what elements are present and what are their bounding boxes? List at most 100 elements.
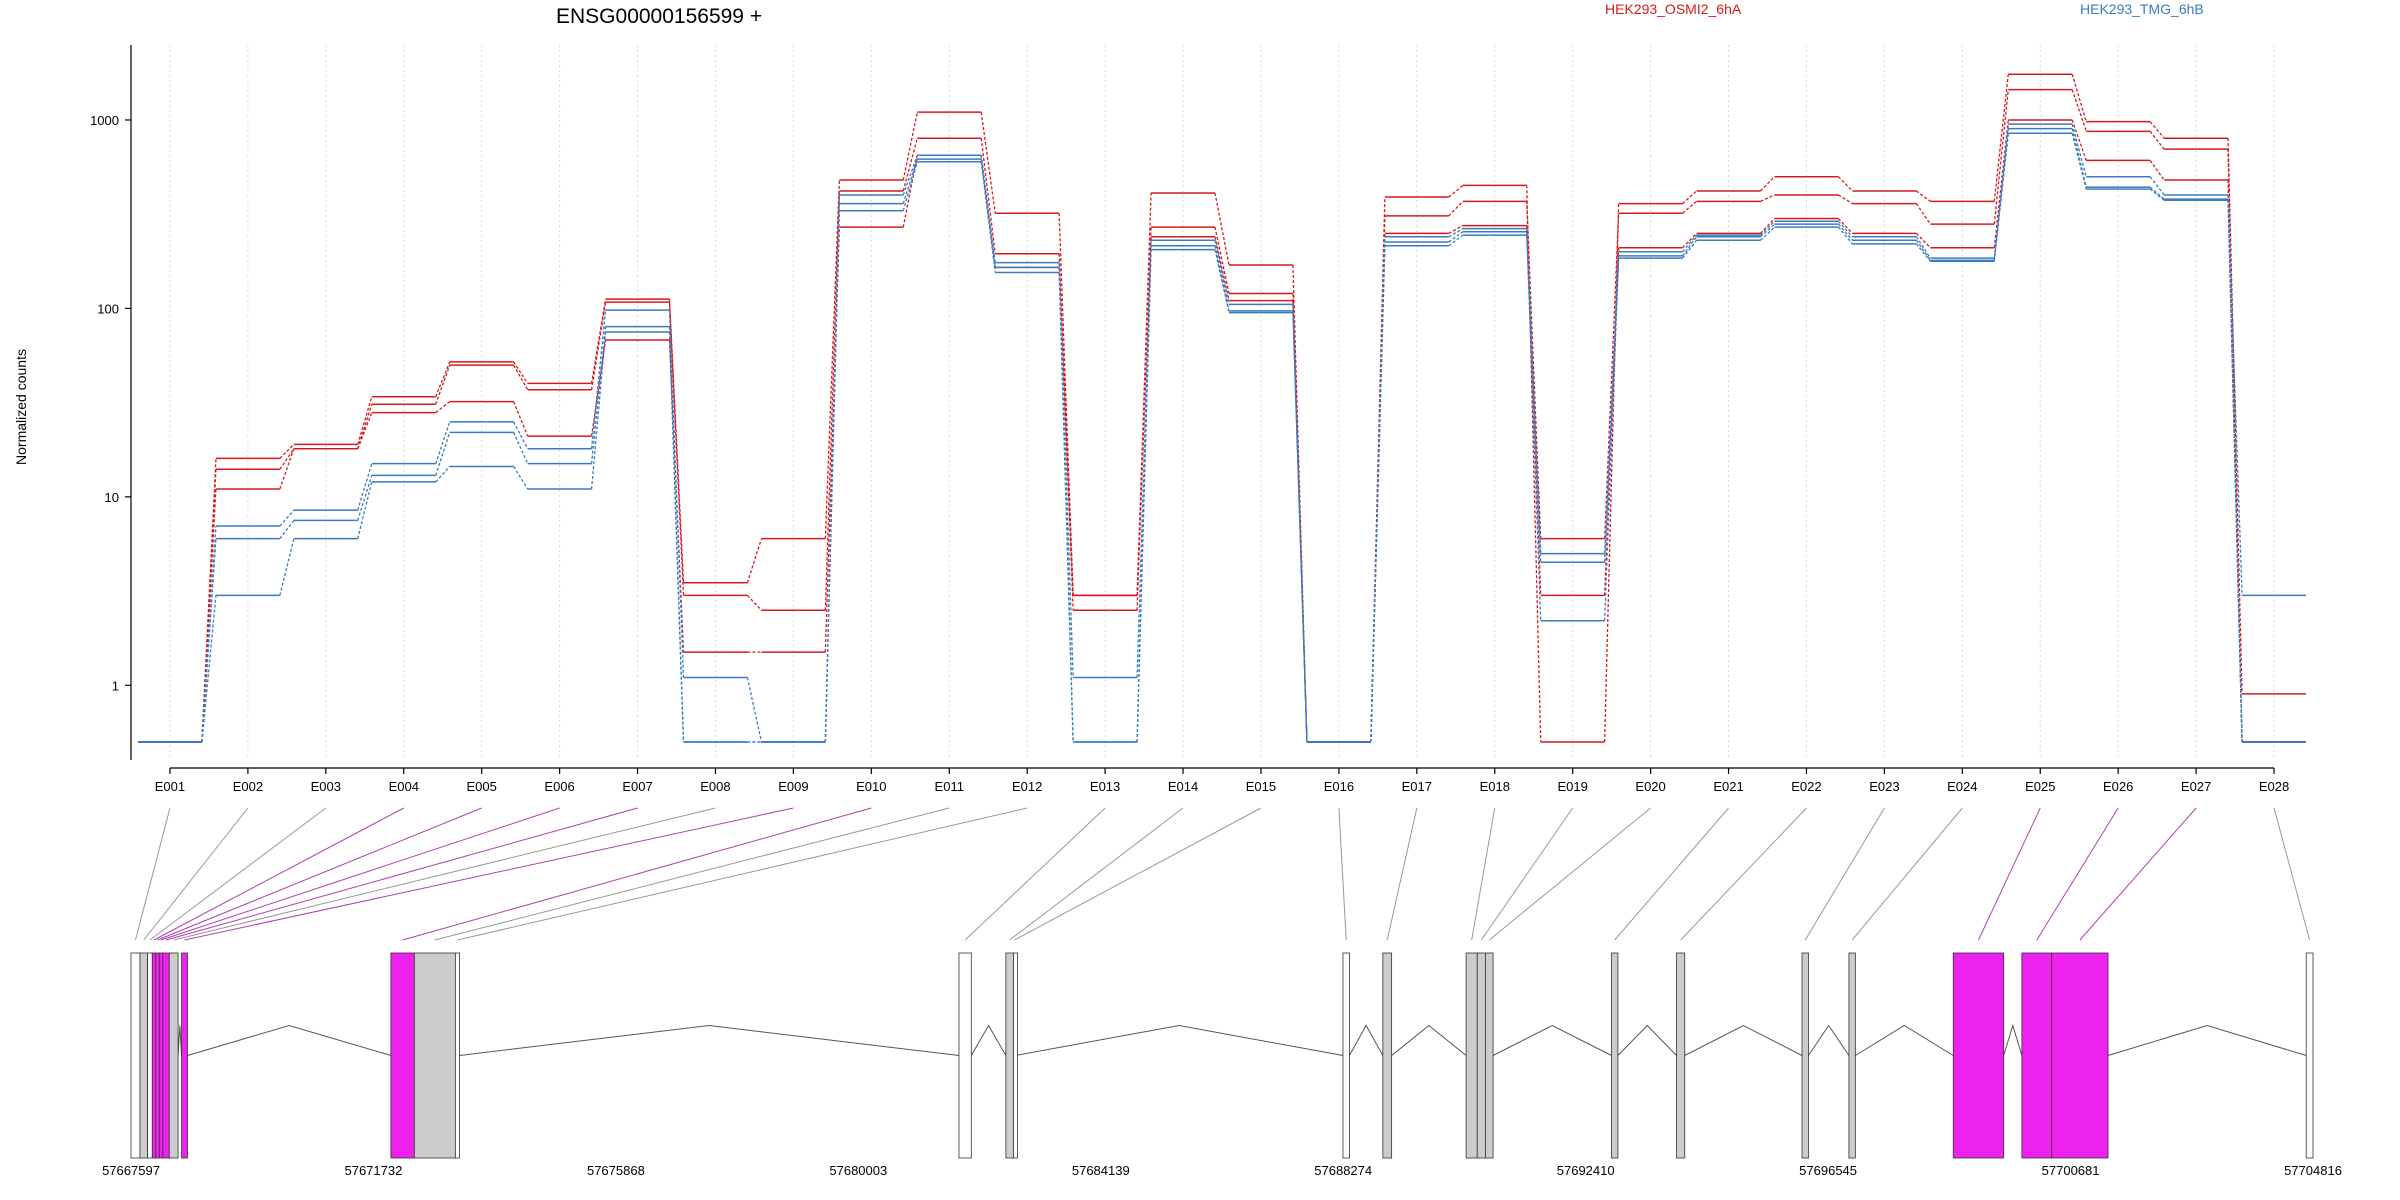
series-1-connector (1838, 194, 1853, 205)
exon-box-e027 (2051, 952, 2109, 1159)
series-5-connector (1682, 239, 1698, 259)
genomic-tick-label: 57671732 (344, 1163, 402, 1178)
exon-box-e028 (2305, 952, 2314, 1159)
y-tick-label: 1 (112, 678, 119, 693)
exon-box-e012 (454, 952, 460, 1159)
series-1-connector (1603, 213, 1620, 539)
series-2-connector (1837, 218, 1853, 234)
connector-e006 (160, 807, 560, 941)
series-4-connector (902, 158, 918, 204)
series-5-connector (668, 331, 685, 743)
x-tick-label-e025: E025 (2025, 779, 2055, 794)
genomic-tick-label: 57688274 (1314, 1163, 1372, 1178)
x-tick-label-e022: E022 (1791, 779, 1821, 794)
exon-box-e003 (147, 952, 153, 1159)
series-5-connector (1526, 235, 1542, 554)
series-5-connector (1448, 234, 1464, 247)
series-1-connector (513, 364, 529, 391)
x-tick-label-e024: E024 (1947, 779, 1977, 794)
series-3-connector (1136, 240, 1152, 678)
series-2-connector (902, 155, 918, 228)
connector-e014 (1009, 807, 1184, 941)
series-5-connector (1058, 272, 1074, 743)
series-3-connector (1760, 220, 1775, 236)
x-tick-label-e020: E020 (1635, 779, 1665, 794)
connector-e007 (165, 807, 638, 941)
series-3-connector (668, 310, 685, 678)
series-5-connector (1214, 249, 1230, 313)
series-1-connector (1760, 194, 1775, 202)
series-1-connector (435, 364, 451, 405)
connector-e016 (1338, 807, 1347, 941)
series-5-connector (980, 161, 996, 273)
series-1-connector (2071, 89, 2087, 132)
series-lines (138, 73, 2306, 743)
series-0-connector (513, 361, 529, 384)
series-0-connector (980, 112, 996, 214)
series-3-connector (746, 677, 763, 743)
intron-line (2107, 1024, 2307, 1056)
exon-box-e014 (1005, 952, 1014, 1159)
series-0-connector (435, 361, 451, 397)
connector-e024 (1851, 807, 1963, 941)
series-3-connector (2149, 176, 2165, 196)
series-1-connector (824, 190, 841, 611)
series-3-connector (435, 421, 451, 464)
connector-e003 (149, 807, 327, 941)
series-2-connector (1448, 225, 1464, 234)
series-1-connector (279, 448, 295, 470)
series-0-connector (1837, 176, 1853, 192)
series-4-connector (357, 475, 373, 521)
series-5-connector (902, 161, 918, 211)
intron-line (177, 1025, 183, 1056)
series-0-connector (1682, 190, 1698, 205)
series-1-connector (746, 594, 762, 611)
connector-e009 (184, 807, 794, 941)
series-0 (138, 73, 2306, 743)
y-tick-label: 100 (97, 301, 119, 316)
connector-e022 (1680, 807, 1807, 941)
x-tick-label-e010: E010 (856, 779, 886, 794)
genomic-tick-label: 57700681 (2042, 1163, 2100, 1178)
series-2-connector (1603, 247, 1620, 596)
connector-e018 (1471, 807, 1496, 941)
y-axis-label: Normalized counts (13, 349, 29, 465)
series-1-connector (1214, 226, 1230, 294)
exon-box-e015 (1013, 952, 1018, 1159)
exon-connector-lines (135, 807, 2311, 941)
series-0-connector (2149, 121, 2165, 139)
genomic-tick-label: 57692410 (1557, 1163, 1615, 1178)
x-tick-label-e021: E021 (1713, 779, 1743, 794)
x-tick-label-e015: E015 (1246, 779, 1276, 794)
x-tick-label-e023: E023 (1869, 779, 1899, 794)
exon-box-e023 (1801, 952, 1809, 1159)
series-5-connector (1370, 245, 1386, 743)
intron-line (187, 1024, 392, 1056)
connector-e028 (2273, 807, 2311, 941)
x-tick-label-e007: E007 (622, 779, 652, 794)
x-tick-label-e013: E013 (1090, 779, 1120, 794)
series-4-connector (279, 519, 295, 540)
intron-line (1684, 1024, 1803, 1056)
series-0-connector (1760, 176, 1775, 192)
x-tick-label-e005: E005 (466, 779, 496, 794)
series-5-connector (1837, 226, 1853, 245)
series-2-connector (357, 412, 373, 449)
exon-box-e002 (139, 952, 148, 1159)
series-1-connector (902, 138, 918, 192)
x-tick-label-e026: E026 (2103, 779, 2133, 794)
connector-e002 (143, 807, 249, 941)
exon-box-e021 (1611, 952, 1619, 1159)
series-2-connector (513, 401, 529, 437)
series-0-connector (1448, 184, 1464, 198)
intron-line (459, 1024, 960, 1056)
connector-e015 (1014, 807, 1262, 941)
exon-box-e026 (2021, 952, 2053, 1159)
series-0-connector (1915, 190, 1931, 202)
series-2-connector (435, 401, 451, 414)
genomic-tick-label: 57667597 (102, 1163, 160, 1178)
intron-line (1492, 1024, 1612, 1056)
connector-e010 (402, 807, 872, 941)
series-1-connector (1993, 89, 2009, 225)
connector-e026 (2036, 807, 2119, 941)
